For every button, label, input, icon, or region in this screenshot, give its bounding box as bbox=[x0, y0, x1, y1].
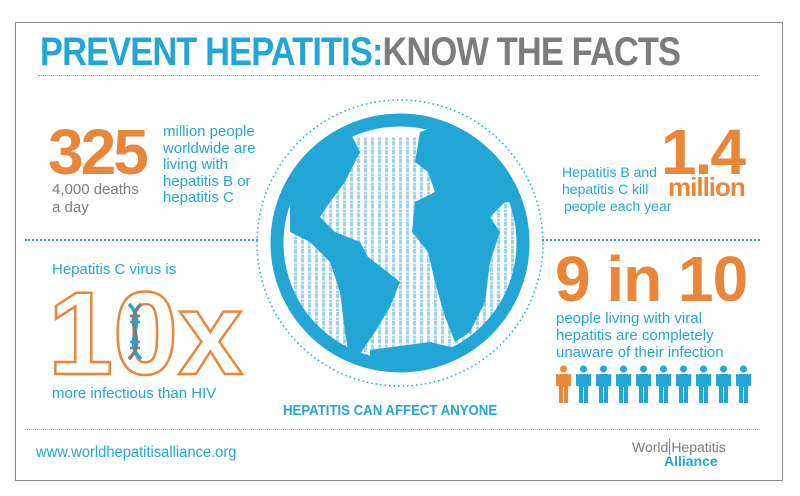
fact-14-unit: million bbox=[668, 172, 746, 202]
fact-9in10-number: 9 in 10 bbox=[555, 243, 748, 315]
fact-9in10-text: people living with viral hepatitis are c… bbox=[556, 310, 724, 361]
person-icon bbox=[596, 365, 611, 403]
americas-continent bbox=[290, 125, 400, 361]
logo-world: World bbox=[632, 439, 669, 455]
fact-325-line: worldwide are bbox=[163, 139, 256, 157]
fact-325-line: hepatitis B or bbox=[163, 172, 251, 190]
fact-14-line: people each year bbox=[564, 198, 672, 214]
person-icon-unaware bbox=[556, 365, 571, 403]
ten-x-text: 10x bbox=[48, 284, 243, 379]
africa-europe-continent bbox=[412, 125, 518, 342]
person-icon bbox=[576, 365, 591, 403]
fact-14-line: hepatitis C kill bbox=[562, 181, 649, 197]
person-icon bbox=[716, 365, 731, 403]
title-divider bbox=[38, 75, 760, 76]
fact-10x-number: 10x bbox=[48, 284, 244, 379]
title-part-1: PREVENT HEPATITIS: bbox=[40, 30, 383, 74]
fact-325-sub: 4,000 deaths a day bbox=[52, 181, 139, 217]
page-title: PREVENT HEPATITIS:KNOW THE FACTS bbox=[40, 30, 784, 74]
globe-illustration bbox=[256, 99, 544, 387]
globe-ring bbox=[270, 113, 530, 373]
fact-14-line: Hepatitis B and bbox=[562, 164, 657, 180]
person-icon bbox=[656, 365, 671, 403]
people-icons bbox=[556, 365, 751, 403]
fact-10x-outro: more infectious than HIV bbox=[52, 385, 217, 402]
title-part-2: KNOW THE FACTS bbox=[382, 30, 681, 74]
fact-14-text: Hepatitis B and hepatitis C kill people … bbox=[562, 164, 671, 215]
website-link[interactable]: www.worldhepatitisalliance.org bbox=[36, 444, 237, 461]
fact-325-line: hepatitis C bbox=[163, 189, 234, 206]
globe-dotted-ring bbox=[256, 99, 544, 387]
fact-325-number: 325 bbox=[48, 116, 149, 188]
fact-9in10-line: unaware of their infection bbox=[556, 344, 724, 361]
logo-hepatitis: Hepatitis bbox=[671, 439, 726, 455]
person-icon bbox=[676, 365, 691, 403]
fact-325-text: million people worldwide are living with… bbox=[163, 123, 256, 207]
infographic-frame bbox=[15, 22, 783, 481]
dna-icon bbox=[127, 302, 143, 361]
fact-9in10-line: hepatitis are completely bbox=[556, 327, 714, 344]
deaths-line: 4,000 deaths bbox=[52, 181, 139, 198]
logo-alliance: Alliance bbox=[664, 453, 718, 469]
fact-325-line: living with bbox=[163, 156, 229, 173]
person-icon bbox=[736, 365, 751, 403]
fact-10x-intro: Hepatitis C virus is bbox=[52, 261, 177, 278]
person-icon bbox=[616, 365, 631, 403]
fact-325-line: million people bbox=[163, 123, 255, 140]
globe-caption: HEPATITIS CAN AFFECT ANYONE bbox=[283, 402, 498, 419]
deaths-line: a day bbox=[52, 199, 89, 216]
person-icon bbox=[636, 365, 651, 403]
right-divider bbox=[542, 239, 760, 241]
left-divider bbox=[25, 239, 258, 241]
fact-9in10-line: people living with viral bbox=[556, 310, 702, 327]
footer-divider bbox=[25, 429, 760, 430]
whal-logo: World Hepatitis Alliance bbox=[632, 439, 726, 469]
person-icon bbox=[696, 365, 711, 403]
fact-14-number: 1.4 bbox=[661, 116, 746, 188]
